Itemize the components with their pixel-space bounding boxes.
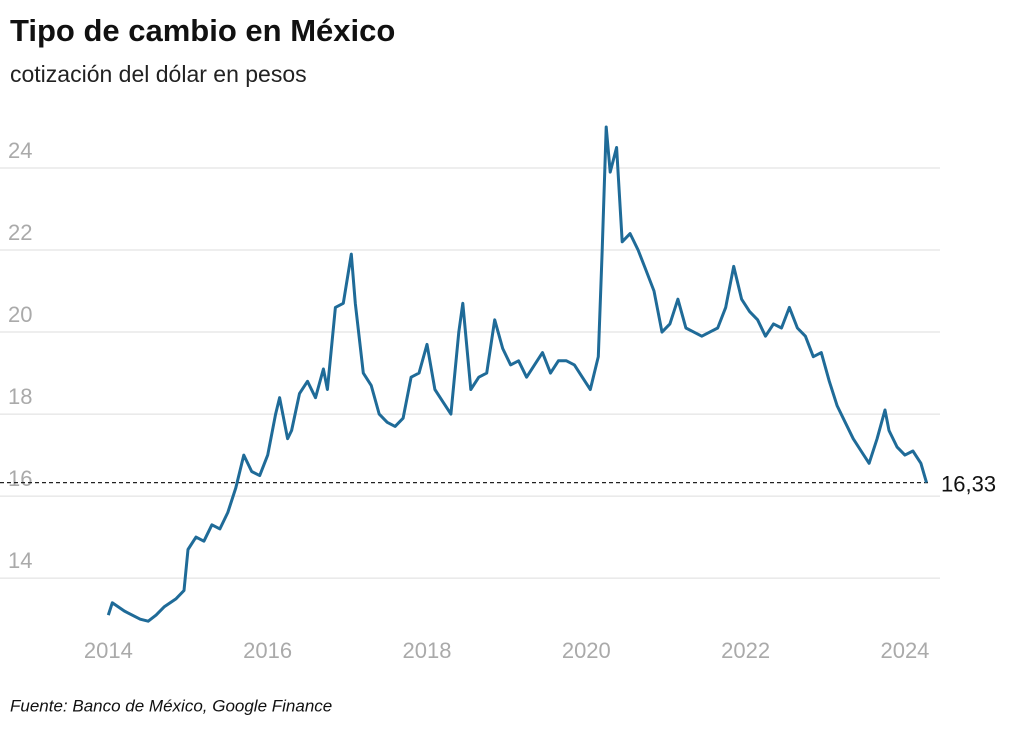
annotation-label: 16,33 [941,471,996,496]
y-tick-label: 24 [8,138,32,163]
x-tick-label: 2016 [243,638,292,663]
x-tick-label: 2014 [84,638,133,663]
y-tick-label: 20 [8,302,32,327]
chart-subtitle: cotización del dólar en pesos [10,61,307,87]
y-tick-label: 14 [8,548,32,573]
line [106,125,928,623]
y-tick-label: 16 [8,466,32,491]
x-tick-label: 2020 [562,638,611,663]
chart-title: Tipo de cambio en México [10,13,395,48]
x-tick-label: 2018 [403,638,452,663]
y-tick-label: 18 [8,384,32,409]
x-tick-label: 2024 [880,638,929,663]
y-tick-label: 22 [8,220,32,245]
x-tick-label: 2022 [721,638,770,663]
source: Fuente: Banco de México, Google Finance [10,696,332,715]
